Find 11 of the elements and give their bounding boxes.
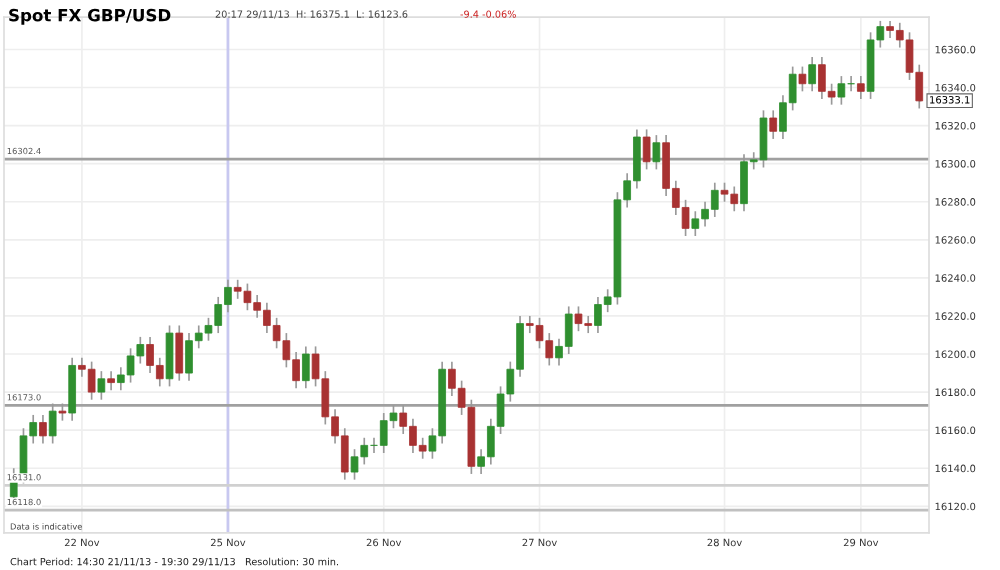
candlestick (39, 414, 47, 445)
candlestick (302, 345, 310, 390)
candlestick (769, 109, 778, 140)
candlestick (175, 324, 184, 382)
candlestick (97, 370, 106, 401)
candlestick (808, 56, 816, 93)
candlestick (165, 324, 174, 388)
chart-title: Spot FX GBP/USD (9, 8, 171, 25)
candlestick (857, 75, 865, 100)
candlestick (107, 370, 115, 392)
candlestick (798, 65, 807, 93)
